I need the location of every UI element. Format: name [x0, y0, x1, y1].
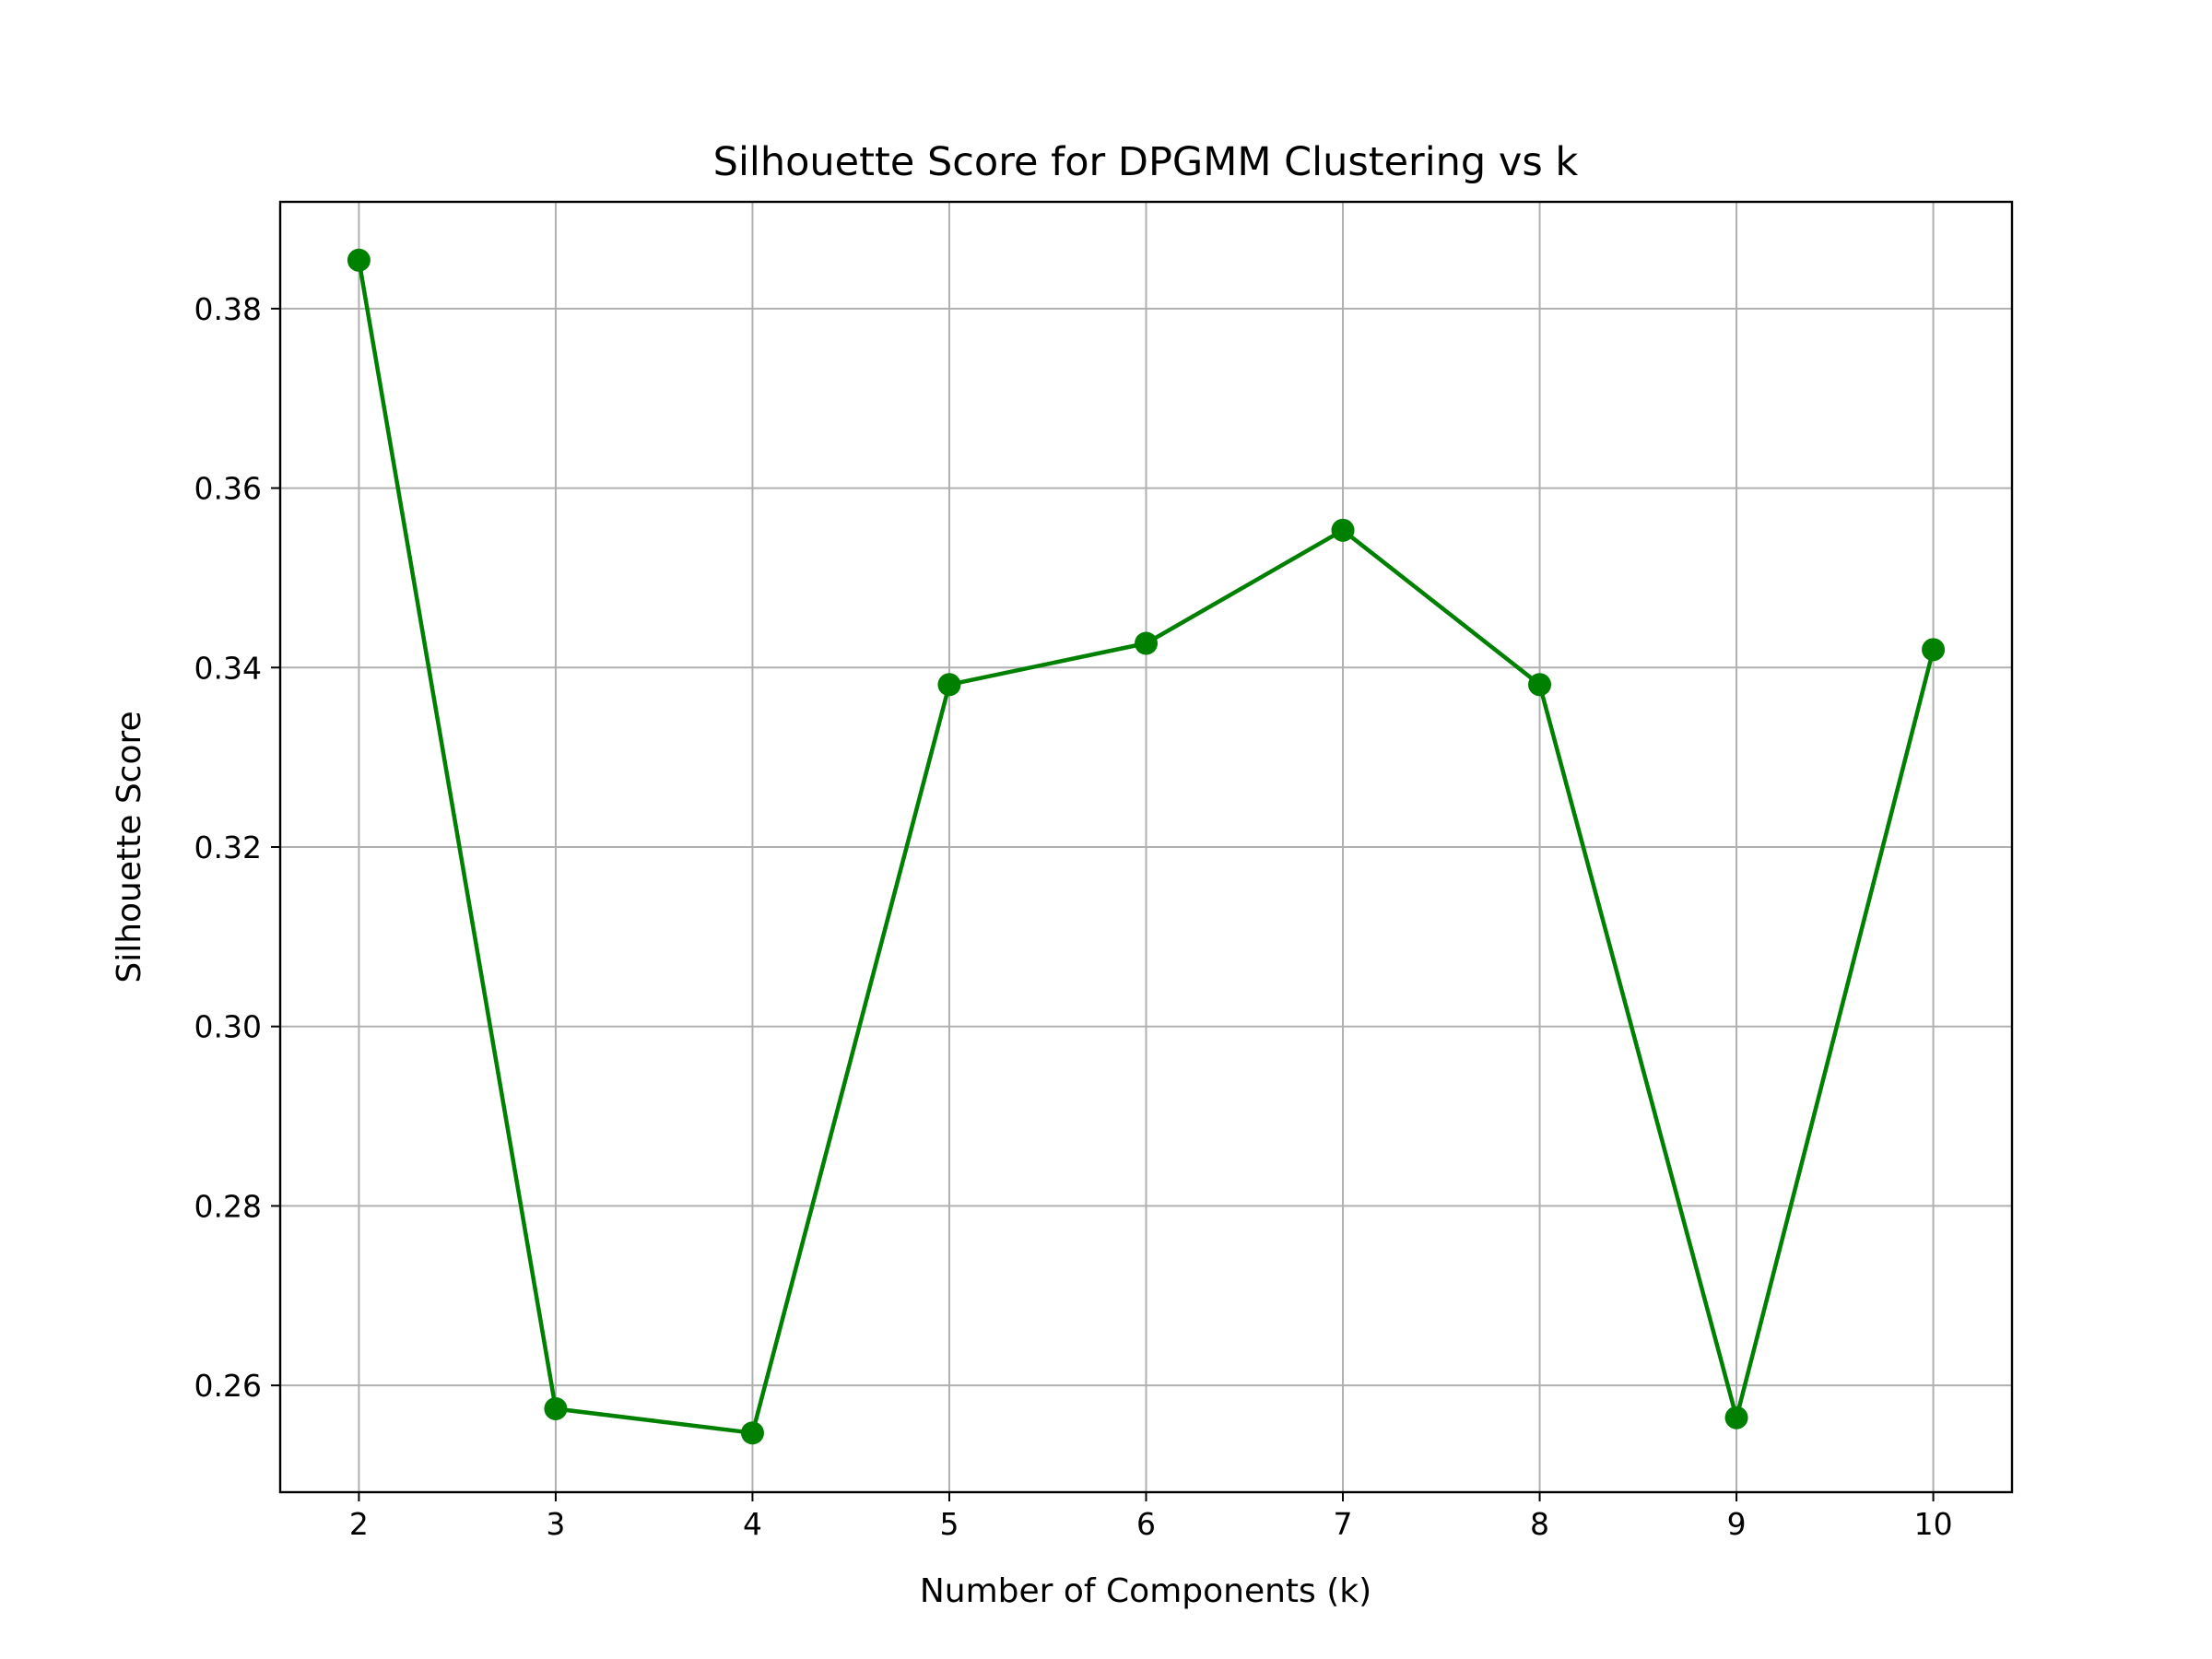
data-point-k9 [1724, 1406, 1748, 1430]
y-tick-label: 0.36 [194, 471, 262, 507]
y-tick-label: 0.28 [194, 1188, 262, 1224]
data-point-k4 [740, 1421, 764, 1445]
data-point-k3 [544, 1396, 568, 1420]
data-point-k6 [1135, 631, 1158, 655]
grid [280, 202, 2012, 1492]
y-tick-label: 0.34 [194, 650, 262, 686]
data-point-k5 [937, 673, 961, 697]
y-tick-label: 0.32 [194, 830, 262, 865]
data-point-k8 [1528, 673, 1552, 697]
data-point-k10 [1922, 638, 1946, 662]
y-tick-label: 0.30 [194, 1009, 262, 1045]
chart-title: Silhouette Score for DPGMM Clustering vs… [713, 139, 1579, 185]
data-point-k7 [1331, 518, 1355, 542]
x-axis-ticks: 2 3 4 5 6 7 8 9 10 [349, 1492, 1953, 1542]
y-tick-label: 0.26 [194, 1368, 262, 1404]
x-axis-label: Number of Components (k) [920, 1572, 1371, 1610]
y-axis-label: Silhouette Score [111, 711, 148, 982]
x-tick-label: 5 [939, 1506, 959, 1542]
x-tick-label: 6 [1136, 1506, 1156, 1542]
x-tick-label: 10 [1914, 1506, 1953, 1542]
x-tick-label: 4 [743, 1506, 762, 1542]
x-tick-label: 8 [1530, 1506, 1549, 1542]
series-line-group [347, 248, 1946, 1445]
x-tick-label: 7 [1334, 1506, 1353, 1542]
x-tick-label: 3 [546, 1506, 565, 1542]
y-axis-ticks: 0.26 0.28 0.30 0.32 0.34 0.36 0.38 [194, 291, 280, 1404]
x-tick-label: 9 [1727, 1506, 1747, 1542]
data-point-k2 [347, 248, 371, 272]
x-tick-label: 2 [349, 1506, 369, 1542]
y-tick-label: 0.38 [194, 291, 262, 327]
